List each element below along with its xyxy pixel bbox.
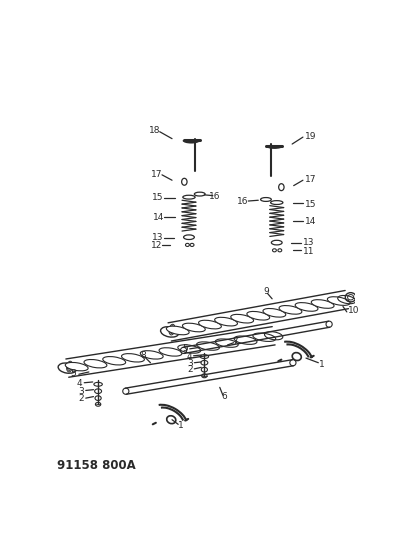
Text: 15: 15 [152, 193, 164, 203]
Ellipse shape [197, 342, 220, 350]
Ellipse shape [214, 317, 237, 326]
Text: 7: 7 [232, 337, 238, 346]
Ellipse shape [84, 359, 107, 368]
Text: 17: 17 [305, 175, 316, 184]
Text: 16: 16 [237, 197, 248, 206]
Ellipse shape [215, 339, 238, 348]
Text: 5: 5 [182, 344, 188, 353]
Text: 10: 10 [348, 306, 360, 315]
Ellipse shape [327, 297, 350, 305]
Text: 17: 17 [151, 169, 162, 179]
Ellipse shape [178, 345, 201, 353]
Ellipse shape [65, 362, 88, 371]
Text: 18: 18 [149, 126, 160, 135]
Ellipse shape [166, 326, 189, 335]
Text: 8: 8 [140, 351, 146, 360]
Ellipse shape [311, 300, 334, 308]
Text: 13: 13 [152, 233, 164, 243]
Ellipse shape [234, 336, 257, 344]
Ellipse shape [263, 309, 286, 317]
Ellipse shape [103, 357, 126, 365]
Text: 3: 3 [78, 387, 84, 395]
Text: 12: 12 [151, 241, 162, 250]
Ellipse shape [122, 353, 145, 362]
Ellipse shape [159, 348, 182, 356]
Text: 4: 4 [77, 379, 83, 388]
Ellipse shape [253, 333, 276, 342]
Text: 14: 14 [305, 216, 316, 225]
Text: 19: 19 [305, 132, 316, 141]
Ellipse shape [231, 314, 254, 323]
Text: 1: 1 [179, 422, 184, 430]
Ellipse shape [182, 323, 205, 332]
Text: 3: 3 [188, 359, 194, 368]
Text: 9: 9 [263, 287, 269, 296]
Text: 2: 2 [78, 394, 84, 403]
Ellipse shape [199, 320, 221, 329]
Text: 1: 1 [318, 360, 324, 369]
Text: 16: 16 [209, 192, 221, 201]
Ellipse shape [140, 351, 163, 359]
Ellipse shape [295, 303, 318, 311]
Text: 2: 2 [188, 365, 193, 374]
Text: 15: 15 [305, 199, 316, 208]
Text: 13: 13 [303, 238, 314, 247]
Ellipse shape [279, 305, 302, 314]
Text: 4: 4 [186, 352, 192, 361]
Text: 91158 800A: 91158 800A [56, 459, 135, 472]
Text: 5: 5 [71, 369, 76, 378]
Text: 11: 11 [303, 247, 314, 255]
Text: 6: 6 [222, 392, 227, 401]
Text: 14: 14 [152, 213, 164, 222]
Ellipse shape [247, 311, 270, 320]
